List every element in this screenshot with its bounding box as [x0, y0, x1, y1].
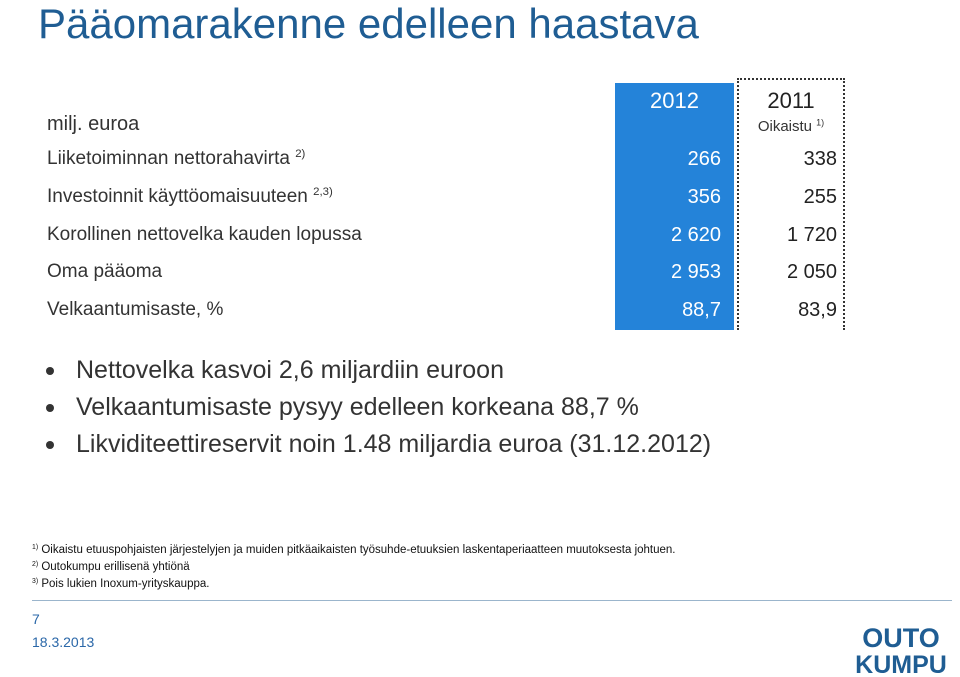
- footnote-mark: 1): [32, 543, 39, 551]
- table-row: Oma pääoma 2 953 2 050: [0, 261, 960, 291]
- value-2012: 2 953: [670, 261, 721, 283]
- value-2011: 2 050: [786, 261, 837, 283]
- footnotes: 1) Oikaistu etuuspohjaisten järjestelyje…: [32, 542, 676, 593]
- bullet-dot-icon: [46, 404, 54, 412]
- footer-divider: [32, 600, 952, 601]
- row-label: Oma pääoma: [47, 261, 162, 283]
- outokumpu-logo-icon: OUTO KUMPU: [855, 623, 947, 675]
- footnote: 3) Pois lukien Inoxum-yrityskauppa.: [32, 576, 676, 593]
- row-label-text: Liiketoiminnan nettorahavirta: [47, 148, 290, 169]
- bullet-item: Likviditeettireservit noin 1.48 miljardi…: [40, 426, 711, 463]
- row-label: Investoinnit käyttöomaisuuteen 2,3): [47, 186, 333, 208]
- bullet-item: Nettovelka kasvoi 2,6 miljardiin euroon: [40, 352, 711, 389]
- footnote: 2) Outokumpu erillisenä yhtiönä: [32, 559, 676, 576]
- value-2012: 2 620: [670, 224, 721, 246]
- value-2011: 255: [803, 186, 837, 208]
- highlight-column-2012: [615, 83, 734, 330]
- column-header-2011: 2011: [767, 88, 815, 113]
- row-label: Velkaantumisaste, %: [47, 299, 223, 321]
- column-note-text: Oikaistu: [757, 118, 812, 135]
- bullet-text: Velkaantumisaste pysyy edelleen korkeana…: [76, 393, 639, 421]
- value-2012: 266: [687, 148, 721, 170]
- table-row: Velkaantumisaste, % 88,7 83,9: [0, 299, 960, 329]
- footnote-mark: 2): [32, 560, 39, 568]
- row-label: Liiketoiminnan nettorahavirta 2): [47, 148, 305, 170]
- bullet-text: Nettovelka kasvoi 2,6 miljardiin euroon: [76, 356, 504, 384]
- table-row: Korollinen nettovelka kauden lopussa 2 6…: [0, 224, 960, 254]
- table-row: Investoinnit käyttöomaisuuteen 2,3) 356 …: [0, 186, 960, 216]
- footnote-text: Oikaistu etuuspohjaisten järjestelyjen j…: [41, 544, 676, 556]
- logo-line-2: KUMPU: [855, 651, 947, 675]
- row-label-text: Investoinnit käyttöomaisuuteen: [47, 186, 308, 207]
- footnote-mark: 3): [32, 577, 39, 585]
- row-footnote-mark: 2,3): [313, 186, 333, 199]
- bullet-dot-icon: [46, 367, 54, 375]
- footnote-text: Outokumpu erillisenä yhtiönä: [41, 561, 190, 573]
- row-label-text: Velkaantumisaste, %: [47, 299, 224, 320]
- bullet-text: Likviditeettireservit noin 1.48 miljardi…: [76, 430, 712, 458]
- slide-title: Pääomarakenne edelleen haastava: [38, 0, 699, 47]
- footer-date: 18.3.2013: [32, 634, 95, 650]
- row-label-text: Oma pääoma: [47, 261, 163, 282]
- footnote-text: Pois lukien Inoxum-yrityskauppa.: [41, 578, 210, 590]
- value-2012: 356: [687, 186, 721, 208]
- footnote: 1) Oikaistu etuuspohjaisten järjestelyje…: [32, 542, 676, 559]
- row-footnote-mark: 2): [295, 148, 306, 161]
- column-header-2012: 2012: [650, 88, 699, 113]
- row-label-text: Korollinen nettovelka kauden lopussa: [47, 224, 362, 245]
- logo-line-1: OUTO: [862, 623, 940, 653]
- bullet-dot-icon: [46, 441, 54, 449]
- row-label: Korollinen nettovelka kauden lopussa: [47, 224, 362, 246]
- value-2011: 1 720: [786, 224, 837, 246]
- column-note-2011: Oikaistu 1): [737, 118, 845, 135]
- unit-label: milj. euroa: [47, 113, 140, 135]
- table-row: Liiketoiminnan nettorahavirta 2) 266 338: [0, 148, 960, 178]
- value-2011: 83,9: [798, 299, 837, 321]
- value-2011: 338: [803, 148, 837, 170]
- column-note-footnote-mark: 1): [816, 117, 825, 128]
- bullet-item: Velkaantumisaste pysyy edelleen korkeana…: [40, 389, 711, 426]
- column-2011-frame: [737, 78, 845, 330]
- value-2012: 88,7: [682, 299, 721, 321]
- page-number: 7: [32, 611, 40, 627]
- bullet-list: Nettovelka kasvoi 2,6 miljardiin euroon …: [40, 352, 711, 463]
